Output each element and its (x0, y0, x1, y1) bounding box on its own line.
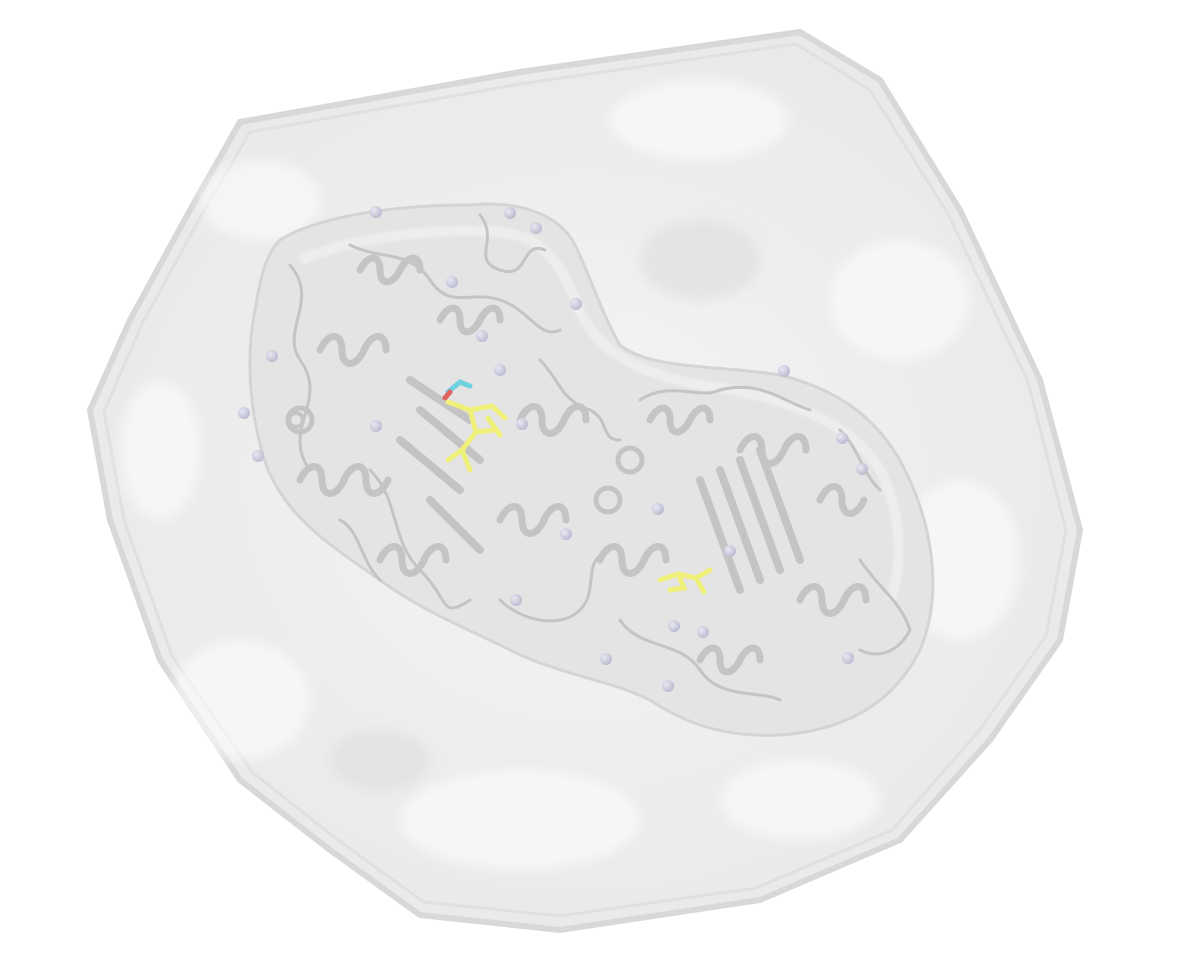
helix-end (615, 445, 645, 475)
helix (736, 433, 810, 467)
helix (296, 463, 392, 497)
ion-sphere (652, 503, 664, 515)
helix (516, 403, 590, 437)
ion-sphere (836, 432, 848, 444)
ion-sphere (252, 450, 264, 462)
ion-sphere (600, 653, 612, 665)
sheet (756, 446, 804, 564)
protein-surface-highlight (298, 225, 904, 602)
loop (618, 618, 782, 702)
ion-sphere (476, 330, 488, 342)
helix (356, 254, 424, 286)
ion-sphere (510, 594, 522, 606)
ion-sphere (724, 545, 736, 557)
ligand-left-accent-red (442, 389, 453, 401)
ion-sphere (504, 207, 516, 219)
ion-sphere (266, 350, 278, 362)
helix (796, 583, 870, 617)
ion-sphere (446, 276, 458, 288)
helix (376, 543, 450, 577)
loop (338, 518, 382, 582)
ions (238, 206, 868, 692)
loop (348, 243, 562, 334)
ion-sphere (516, 418, 528, 430)
loop (498, 548, 612, 623)
protein-surface (248, 202, 935, 737)
ion-sphere (778, 365, 790, 377)
helix (436, 304, 504, 336)
loop (538, 358, 622, 442)
helix (316, 333, 390, 367)
protein-surface-fill (248, 202, 935, 737)
ion-sphere (570, 298, 582, 310)
ligand-left (442, 379, 508, 473)
sheet (416, 406, 484, 464)
ion-sphere (697, 626, 709, 638)
solvent-box-inner-edge (102, 42, 1068, 918)
ion-sphere (530, 222, 542, 234)
ligand-left-accent-cyan (445, 379, 473, 395)
helix (596, 543, 670, 577)
ion-sphere (370, 420, 382, 432)
helix-end (593, 485, 623, 515)
protein-ribbon-left-domain (285, 213, 645, 623)
ligand-right (657, 567, 713, 595)
sheet (696, 476, 744, 594)
helix (816, 483, 868, 517)
helix (696, 644, 764, 676)
ion-sphere (494, 364, 506, 376)
loop (288, 263, 312, 472)
ion-sphere (662, 680, 674, 692)
ion-sphere (842, 652, 854, 664)
sheet (716, 466, 764, 584)
helix (646, 404, 714, 436)
sheet (406, 376, 474, 424)
loop (858, 558, 912, 656)
ion-sphere (560, 528, 572, 540)
ion-sphere (238, 407, 250, 419)
loop (478, 213, 547, 274)
sheet (736, 456, 784, 574)
loop (638, 385, 812, 412)
loop (368, 468, 472, 610)
sheet (396, 436, 464, 494)
ligand-left-bonds (445, 399, 508, 473)
ion-sphere (668, 620, 680, 632)
ion-sphere (856, 463, 868, 475)
ligand-right-bonds (657, 567, 713, 595)
sheet (426, 496, 484, 554)
helix (496, 503, 570, 537)
solvent-mottling (120, 80, 1020, 870)
ion-sphere (370, 206, 382, 218)
